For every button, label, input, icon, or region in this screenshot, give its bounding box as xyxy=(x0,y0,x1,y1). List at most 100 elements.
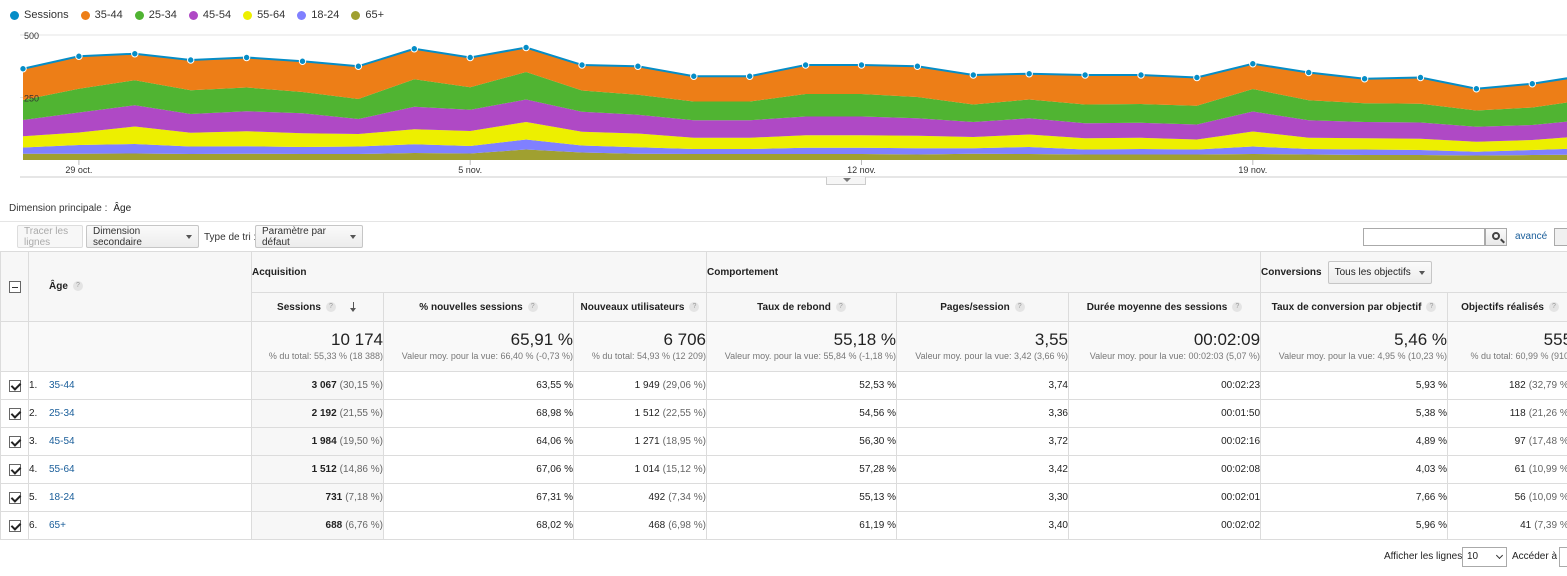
avg-duration-cell: 00:01:50 xyxy=(1067,399,1262,428)
new-users-value: 1 014 xyxy=(634,464,660,475)
legend-item-sessions[interactable]: Sessions xyxy=(10,9,69,21)
bounce-rate-header[interactable]: Taux de rebond? xyxy=(706,292,897,322)
sessions-point xyxy=(913,62,922,70)
sessions-point xyxy=(969,71,977,79)
table-row: 5. 18-24 731 (7,18 %) 67,31 % 492 (7,34 %) 55,1… xyxy=(0,483,1567,512)
chart-legend: Sessions 35-44 25-34 45-54 55-64 18-24 65+ xyxy=(10,6,396,24)
age-link[interactable]: 18-24 xyxy=(49,492,75,503)
goals-completed-cell: 56(10,09 %) xyxy=(1447,483,1567,512)
table-row: 6. 65+ 688 (6,76 %) 68,02 % 468 (6,98 %) 61,19 … xyxy=(0,511,1567,540)
legend-label: 25-34 xyxy=(148,9,177,21)
row-checkbox-cell xyxy=(0,371,29,400)
sessions-header[interactable]: Sessions? xyxy=(251,292,384,322)
primary-dimension-value[interactable]: Âge xyxy=(113,203,132,214)
legend-item-45-54[interactable]: 45-54 xyxy=(188,9,231,21)
age-link[interactable]: 65+ xyxy=(49,520,66,531)
total-bounce-rate: 55,18 % Valeur moy. pour la vue: 55,84 % … xyxy=(706,321,897,372)
age-link[interactable]: 25-34 xyxy=(49,408,75,419)
row-checkbox[interactable] xyxy=(8,435,21,448)
area-series-25-34 xyxy=(23,72,1567,127)
total-sessions: 10 174 % du total: 55,33 % (18 388) xyxy=(251,321,384,372)
table-search-input[interactable] xyxy=(1363,228,1485,246)
goals-completed-pct: (17,48 %) xyxy=(1528,436,1567,447)
sessions-value: 1 512 xyxy=(311,464,337,475)
new-sessions-cell: 67,06 % xyxy=(383,455,574,484)
show-rows-select[interactable]: 10 xyxy=(1462,547,1507,567)
goals-completed-pct: (10,99 %) xyxy=(1528,464,1567,475)
help-icon[interactable]: ? xyxy=(835,301,846,312)
avg-duration-header[interactable]: Durée moyenne des sessions? xyxy=(1067,292,1262,322)
bounce-rate-cell: 54,56 % xyxy=(706,399,897,428)
primary-dimension-label: Dimension principale : xyxy=(9,203,108,214)
sessions-header-label: Sessions xyxy=(277,301,321,313)
chart-collapse-handle[interactable] xyxy=(826,177,866,185)
new-sessions-value: 68,98 % xyxy=(536,408,573,419)
new-sessions-value: 68,02 % xyxy=(536,520,573,531)
search-button[interactable] xyxy=(1485,228,1507,246)
table-view-icon[interactable] xyxy=(1554,228,1567,246)
avg-duration-value: 00:02:08 xyxy=(1221,464,1261,475)
legend-item-18-24[interactable]: 18-24 xyxy=(297,9,339,21)
sessions-area-chart: 500 250 29 oct. 5 nov. 12 nov. 19 nov. xyxy=(19,31,1567,178)
row-number: 1. xyxy=(29,380,38,391)
help-icon[interactable]: ? xyxy=(1014,301,1025,312)
help-icon[interactable]: ? xyxy=(1426,301,1437,312)
sessions-pct: (14,86 %) xyxy=(339,464,383,475)
age-link[interactable]: 35-44 xyxy=(49,380,75,391)
help-icon[interactable]: ? xyxy=(72,281,83,292)
help-icon[interactable]: ? xyxy=(689,301,700,312)
conversion-rate-header[interactable]: Taux de conversion par objectif? xyxy=(1260,292,1449,322)
avg-duration-cell: 00:02:08 xyxy=(1067,455,1262,484)
sort-type-dropdown[interactable]: Paramètre par défaut xyxy=(255,225,363,248)
row-checkbox[interactable] xyxy=(8,407,21,420)
row-checkbox[interactable] xyxy=(8,379,21,392)
age-link[interactable]: 45-54 xyxy=(49,436,75,447)
plot-rows-button[interactable]: Tracer les lignes xyxy=(17,225,83,248)
goal-selector-dropdown[interactable]: Tous les objectifs xyxy=(1327,260,1432,284)
conversion-rate-value: 5,38 % xyxy=(1415,408,1448,419)
row-number: 3. xyxy=(29,436,38,447)
new-sessions-cell: 68,98 % xyxy=(383,399,574,428)
goals-completed-cell: 97(17,48 %) xyxy=(1447,427,1567,456)
sessions-value: 688 xyxy=(325,520,343,531)
row-checkbox[interactable] xyxy=(8,519,21,532)
new-users-pct: (6,98 %) xyxy=(668,520,706,531)
show-rows-label: Afficher les lignes : xyxy=(1384,551,1468,562)
new-users-pct: (29,06 %) xyxy=(662,380,706,391)
advanced-filter-link[interactable]: avancé xyxy=(1515,231,1548,242)
help-icon[interactable]: ? xyxy=(1232,301,1243,312)
sort-type-value: Paramètre par défaut xyxy=(262,225,326,248)
legend-dot-icon xyxy=(351,10,361,20)
legend-item-25-34[interactable]: 25-34 xyxy=(134,9,177,21)
age-link[interactable]: 55-64 xyxy=(49,464,75,475)
goals-completed-pct: (32,79 %) xyxy=(1528,380,1567,391)
goto-page-input[interactable] xyxy=(1559,547,1567,567)
help-icon[interactable]: ? xyxy=(325,301,336,312)
pages-session-value: 3,36 xyxy=(1048,408,1068,419)
select-all-checkbox[interactable] xyxy=(8,280,21,293)
legend-item-55-64[interactable]: 55-64 xyxy=(243,9,285,21)
sessions-point xyxy=(354,62,363,70)
total-subtext: % du total: 54,93 % (12 209) xyxy=(591,351,706,361)
conversion-rate-value: 7,66 % xyxy=(1415,492,1448,503)
pages-session-header[interactable]: Pages/session? xyxy=(896,292,1069,322)
help-icon[interactable]: ? xyxy=(1548,301,1559,312)
goals-completed-header[interactable]: Objectifs réalisés? xyxy=(1447,292,1567,322)
legend-item-35-44[interactable]: 35-44 xyxy=(80,9,123,21)
row-checkbox[interactable] xyxy=(8,491,21,504)
new-sessions-header[interactable]: % nouvelles sessions? xyxy=(383,292,574,322)
legend-dot-icon xyxy=(134,10,144,20)
age-cell: 5. 18-24 xyxy=(28,483,252,512)
legend-label: 35-44 xyxy=(94,9,123,21)
help-icon[interactable]: ? xyxy=(527,301,538,312)
row-checkbox[interactable] xyxy=(8,463,21,476)
row-checkbox-cell xyxy=(0,483,29,512)
sessions-point xyxy=(466,53,474,62)
new-users-header[interactable]: Nouveaux utilisateurs? xyxy=(573,292,707,322)
legend-item-65plus[interactable]: 65+ xyxy=(351,9,384,21)
age-header[interactable]: Âge? xyxy=(28,251,252,322)
sort-type-label: Type de tri : xyxy=(204,232,257,243)
conversions-group-header: Conversions Tous les objectifs xyxy=(1260,251,1567,293)
secondary-dimension-dropdown[interactable]: Dimension secondaire xyxy=(86,225,199,248)
sessions-pct: (30,15 %) xyxy=(339,380,383,391)
